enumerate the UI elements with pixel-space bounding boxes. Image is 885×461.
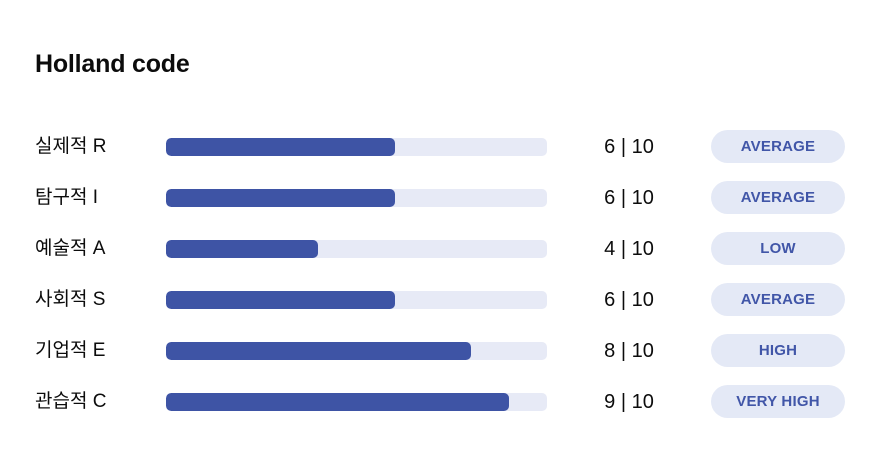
level-badge: AVERAGE — [711, 181, 845, 214]
trait-label: 관습적 C — [35, 391, 107, 412]
page-title: Holland code — [35, 50, 190, 78]
level-badge: HIGH — [711, 334, 845, 367]
score-bar-fill — [166, 341, 471, 360]
trait-label: 탐구적 I — [35, 187, 98, 208]
holland-row: 기업적 E 8 | 10 HIGH — [0, 325, 885, 376]
score-text: 6 | 10 — [604, 186, 654, 209]
level-badge: LOW — [711, 232, 845, 265]
score-bar-fill — [166, 188, 395, 207]
score-bar-fill — [166, 392, 509, 411]
trait-label: 예술적 A — [35, 238, 106, 259]
score-text: 4 | 10 — [604, 237, 654, 260]
score-text: 8 | 10 — [604, 339, 654, 362]
score-bar-track — [166, 239, 547, 258]
score-bar-track — [166, 188, 547, 207]
level-badge: VERY HIGH — [711, 385, 845, 418]
score-bar-fill — [166, 290, 395, 309]
trait-label: 사회적 S — [35, 289, 106, 310]
holland-rows: 실제적 R 6 | 10 AVERAGE 탐구적 I 6 | 10 AVERAG… — [0, 121, 885, 427]
score-bar-track — [166, 341, 547, 360]
score-text: 9 | 10 — [604, 390, 654, 413]
holland-row: 관습적 C 9 | 10 VERY HIGH — [0, 376, 885, 427]
level-badge: AVERAGE — [711, 130, 845, 163]
holland-row: 예술적 A 4 | 10 LOW — [0, 223, 885, 274]
holland-row: 실제적 R 6 | 10 AVERAGE — [0, 121, 885, 172]
level-badge: AVERAGE — [711, 283, 845, 316]
score-text: 6 | 10 — [604, 135, 654, 158]
score-bar-track — [166, 137, 547, 156]
trait-label: 기업적 E — [35, 340, 106, 361]
score-bar-track — [166, 290, 547, 309]
holland-row: 사회적 S 6 | 10 AVERAGE — [0, 274, 885, 325]
score-bar-fill — [166, 137, 395, 156]
score-text: 6 | 10 — [604, 288, 654, 311]
score-bar-fill — [166, 239, 319, 258]
score-bar-track — [166, 392, 547, 411]
holland-row: 탐구적 I 6 | 10 AVERAGE — [0, 172, 885, 223]
trait-label: 실제적 R — [35, 136, 107, 157]
